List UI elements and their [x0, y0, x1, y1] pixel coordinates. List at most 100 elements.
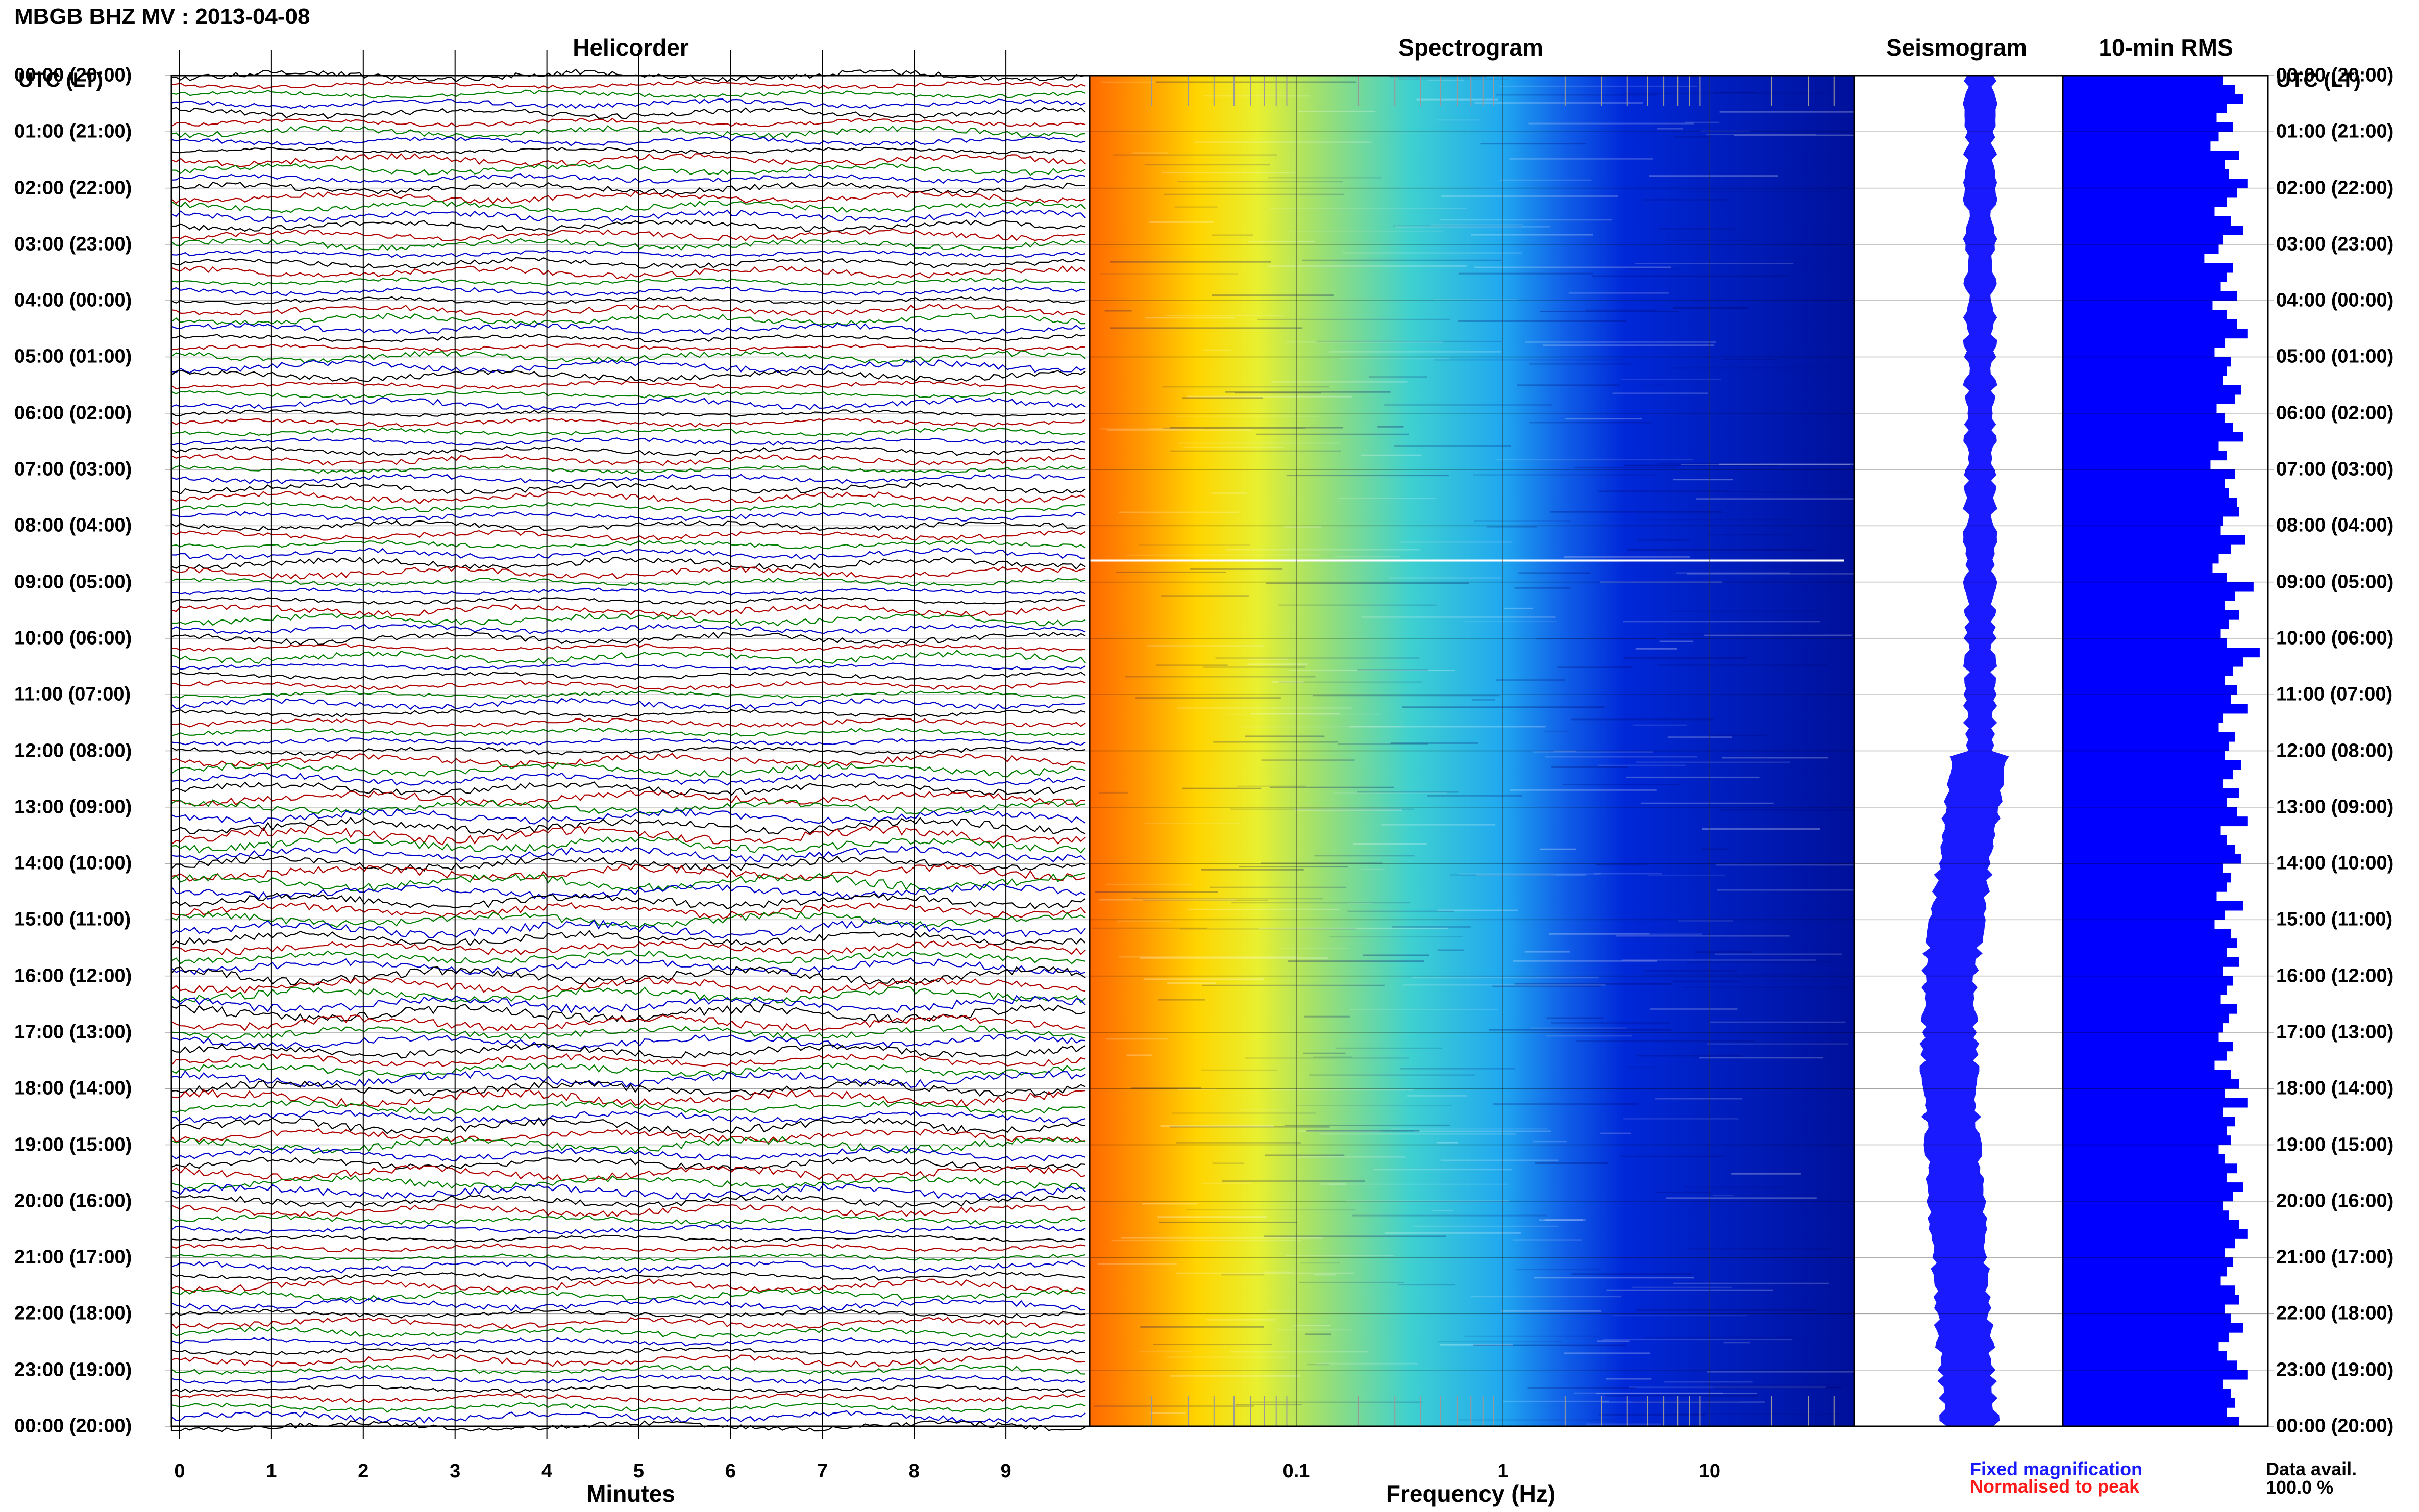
- helicorder-trace: [170, 1243, 1086, 1253]
- rms-bar: [2063, 301, 2213, 311]
- rms-bar: [2063, 1220, 2239, 1230]
- helicorder-trace: [170, 1204, 1086, 1218]
- rms-bar: [2063, 582, 2254, 592]
- time-label-left: 09:00 (05:00): [14, 571, 132, 593]
- rms-bar: [2063, 423, 2233, 433]
- rms-bar: [2063, 319, 2237, 329]
- helicorder-trace: [170, 511, 1086, 522]
- utc-header-left: UTC (LT): [18, 69, 103, 91]
- rms-bar: [2063, 676, 2225, 686]
- helicorder-trace: [170, 930, 1086, 947]
- rms-bar: [2063, 507, 2239, 517]
- legend-fixed-magnification: Fixed magnification: [1970, 1458, 2143, 1479]
- helicorder-trace: [170, 1337, 1086, 1347]
- helicorder-trace: [170, 539, 1086, 550]
- helicorder-x-tick: 7: [817, 1460, 828, 1482]
- time-label-left: 03:00 (23:00): [14, 233, 132, 255]
- time-label-right: 05:00 (01:00): [2276, 345, 2394, 367]
- helicorder-trace: [170, 312, 1086, 326]
- time-label-left: 15:00 (11:00): [14, 908, 131, 930]
- helicorder-trace: [170, 624, 1086, 635]
- helicorder-trace: [170, 698, 1086, 710]
- time-label-left: 01:00 (21:00): [14, 120, 132, 142]
- spectrogram-title: Spectrogram: [1398, 34, 1543, 61]
- helicorder-trace: [170, 277, 1086, 287]
- time-label-right: 18:00 (14:00): [2276, 1077, 2394, 1099]
- helicorder-trace: [170, 1260, 1086, 1274]
- rms-bar: [2063, 1192, 2233, 1202]
- helicorder-trace: [170, 1347, 1086, 1356]
- time-label-left: 07:00 (03:00): [14, 458, 132, 480]
- time-label-right: 17:00 (13:00): [2276, 1021, 2394, 1043]
- helicorder-trace: [170, 662, 1086, 671]
- helicorder-trace: [170, 1224, 1086, 1234]
- rms-bar: [2063, 779, 2223, 789]
- rms-bar: [2063, 1060, 2215, 1070]
- helicorder-trace: [170, 1110, 1086, 1124]
- rms-bar: [2063, 788, 2239, 798]
- rms-bar: [2063, 713, 2223, 723]
- rms-bar: [2063, 741, 2229, 751]
- helicorder-trace: [170, 473, 1086, 485]
- time-label-left: 23:00 (19:00): [14, 1359, 132, 1381]
- rms-bar: [2063, 282, 2221, 292]
- rms-bar: [2063, 85, 2235, 95]
- helicorder-trace: [170, 762, 1086, 778]
- helicorder-x-tick: 4: [541, 1460, 553, 1482]
- rms-bar: [2063, 544, 2231, 554]
- rms-bar: [2063, 272, 2227, 282]
- helicorder-trace: [170, 873, 1086, 893]
- time-label-right: 04:00 (00:00): [2276, 289, 2394, 311]
- helicorder-trace: [170, 304, 1086, 317]
- rms-bar: [2063, 723, 2219, 733]
- time-label-left: 20:00 (16:00): [14, 1190, 132, 1212]
- time-label-left: 18:00 (14:00): [14, 1077, 132, 1099]
- helicorder-trace: [170, 1288, 1086, 1301]
- helicorder-trace: [170, 322, 1086, 335]
- rms-bar: [2063, 1117, 2235, 1127]
- rms-bar: [2063, 638, 2227, 648]
- helicorder-trace: [170, 190, 1086, 205]
- rms-bar: [2063, 122, 2233, 132]
- helicorder-trace: [170, 1309, 1086, 1319]
- spectrogram-x-tick: 10: [1698, 1460, 1721, 1482]
- time-label-right: 15:00 (11:00): [2276, 908, 2393, 930]
- rms-bar: [2063, 394, 2235, 404]
- helicorder-trace: [170, 1043, 1086, 1059]
- spectrogram-x-tick: 1: [1497, 1460, 1509, 1482]
- time-label-left: 06:00 (02:00): [14, 402, 132, 424]
- helicorder-trace: [170, 173, 1086, 184]
- time-label-left: 00:00 (20:00): [14, 1415, 132, 1437]
- rms-bar: [2063, 1313, 2231, 1324]
- time-label-right: 00:00 (20:00): [2276, 64, 2394, 86]
- page-title: MBGB BHZ MV : 2013-04-08: [14, 4, 310, 29]
- helicorder-trace: [170, 107, 1086, 119]
- helicorder-trace: [170, 163, 1086, 176]
- rms-frame: [2062, 75, 2269, 1427]
- rms-bar: [2063, 976, 2233, 986]
- helicorder-x-tick: 5: [633, 1460, 645, 1482]
- time-label-right: 11:00 (07:00): [2276, 683, 2393, 705]
- rms-bar: [2063, 573, 2227, 583]
- rms-bar: [2063, 132, 2219, 142]
- helicorder-trace: [170, 680, 1086, 691]
- helicorder-trace: [170, 1410, 1086, 1424]
- rms-bar: [2063, 1135, 2231, 1146]
- rms-bar: [2063, 413, 2225, 423]
- rms-bar: [2063, 901, 2243, 911]
- time-label-left: 10:00 (06:00): [14, 627, 132, 649]
- rms-bar: [2063, 985, 2227, 995]
- helicorder-trace: [170, 98, 1086, 109]
- helicorder-trace: [170, 816, 1086, 835]
- helicorder-trace: [170, 136, 1086, 146]
- time-label-left: 17:00 (13:00): [14, 1021, 132, 1043]
- seismogram-trace: [1919, 76, 2009, 1426]
- helicorder-trace: [170, 603, 1086, 617]
- helicorder-trace: [170, 672, 1086, 680]
- helicorder-trace: [170, 219, 1086, 232]
- seismogram-title: Seismogram: [1886, 34, 2028, 61]
- rms-bar: [2063, 188, 2237, 198]
- time-label-right: 14:00 (10:00): [2276, 852, 2394, 874]
- helicorder-trace: [170, 825, 1086, 846]
